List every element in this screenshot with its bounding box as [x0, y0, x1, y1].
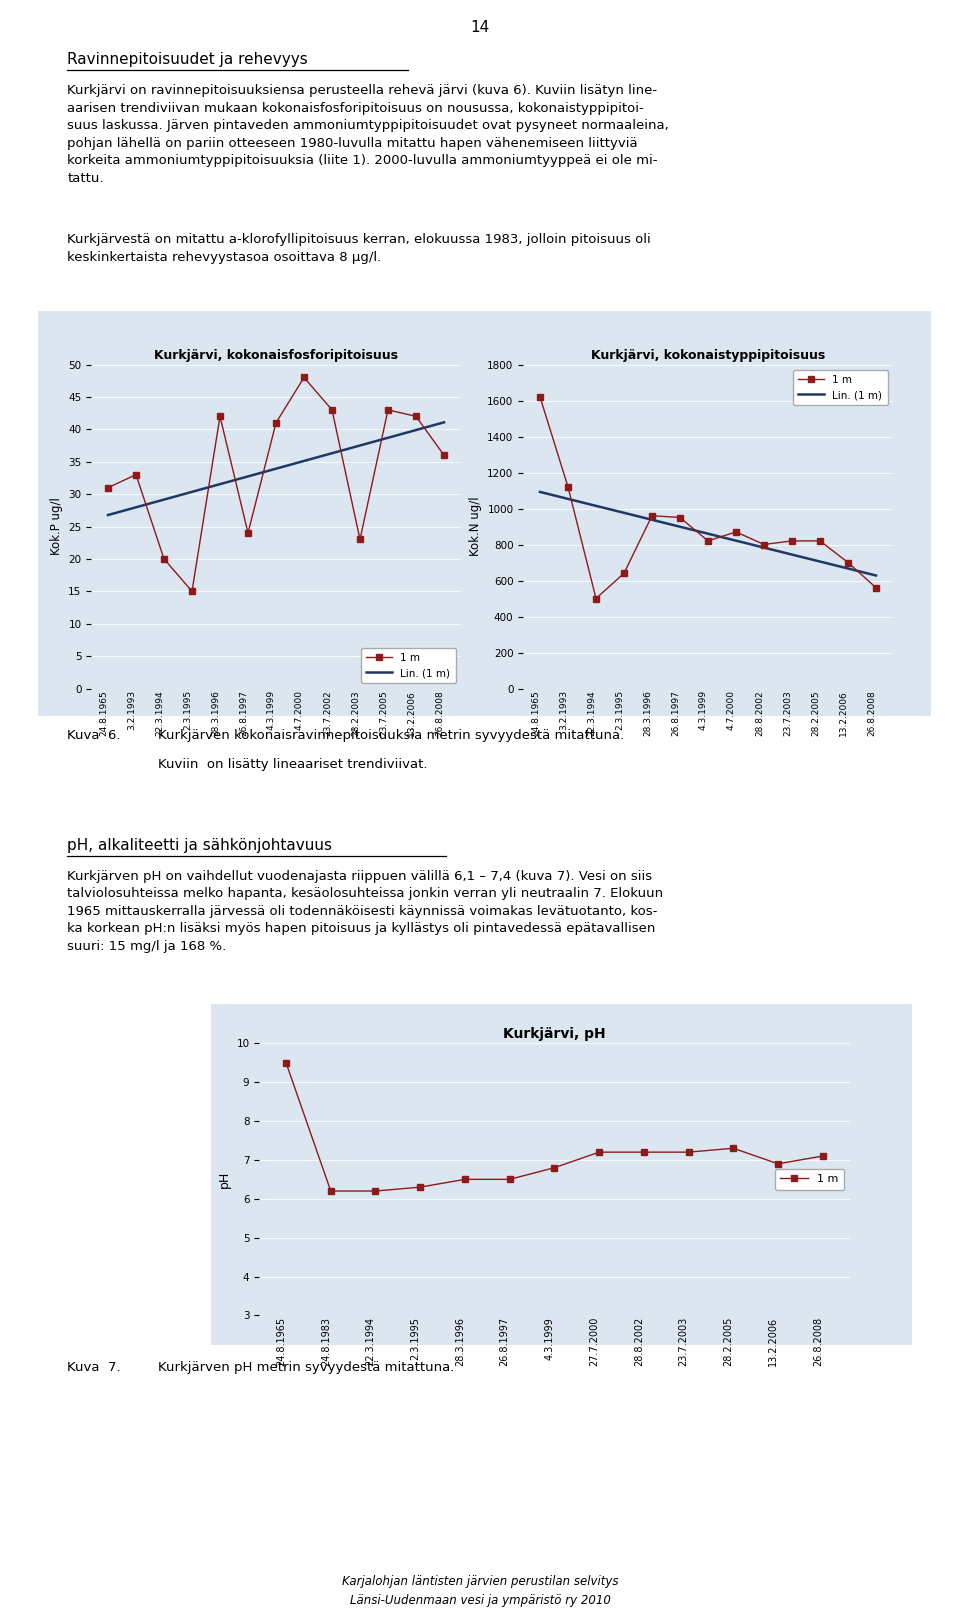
1 m [618, 564, 630, 583]
1 m [504, 1170, 516, 1189]
Y-axis label: Kok.P ug/l: Kok.P ug/l [50, 497, 62, 556]
1 m [186, 582, 198, 601]
Lin. (1 m) [842, 559, 853, 578]
1 m [438, 446, 449, 465]
Text: Kuva  6.: Kuva 6. [67, 729, 121, 742]
1 m [325, 1181, 337, 1200]
Title: Kurkjärvi, kokonaistyppipitoisuus: Kurkjärvi, kokonaistyppipitoisuus [590, 348, 826, 361]
1 m [870, 578, 881, 598]
1 m [646, 505, 658, 525]
Lin. (1 m) [814, 552, 826, 572]
Lin. (1 m) [271, 458, 282, 478]
Text: Kurkjärvi on ravinnepitoisuuksiensa perusteella rehevä järvi (kuva 6). Kuviin li: Kurkjärvi on ravinnepitoisuuksiensa peru… [67, 84, 669, 185]
1 m [758, 535, 770, 554]
1 m [354, 530, 366, 549]
Lin. (1 m) [214, 475, 226, 494]
Lin. (1 m) [382, 428, 394, 447]
1 m [590, 588, 602, 608]
Lin. (1 m) [131, 497, 142, 517]
Lin. (1 m) [758, 538, 770, 557]
1 m [731, 522, 742, 541]
1 m [299, 368, 310, 387]
1 m [102, 478, 114, 497]
1 m [593, 1142, 605, 1162]
1 m [370, 1181, 381, 1200]
1 m [242, 523, 253, 543]
1 m [703, 531, 714, 551]
Y-axis label: Kok.N ug/l: Kok.N ug/l [468, 497, 482, 556]
1 m [674, 507, 685, 526]
1 m [459, 1170, 470, 1189]
Lin. (1 m) [158, 489, 170, 509]
1 m [280, 1053, 292, 1072]
Line: 1 m: 1 m [106, 374, 446, 595]
Text: Länsi-Uudenmaan vesi ja ympäristö ry 2010: Länsi-Uudenmaan vesi ja ympäristö ry 201… [349, 1594, 611, 1607]
Text: Kurkjärven pH on vaihdellut vuodenajasta riippuen välillä 6,1 – 7,4 (kuva 7). Ve: Kurkjärven pH on vaihdellut vuodenajasta… [67, 870, 663, 953]
Text: Ravinnepitoisuudet ja rehevyys: Ravinnepitoisuudet ja rehevyys [67, 52, 308, 66]
1 m [326, 400, 338, 420]
Lin. (1 m) [563, 489, 574, 509]
Lin. (1 m) [410, 420, 421, 439]
Lin. (1 m) [590, 496, 602, 515]
1 m [728, 1139, 739, 1158]
Lin. (1 m) [646, 510, 658, 530]
Line: 1 m: 1 m [283, 1059, 826, 1194]
1 m [214, 407, 226, 426]
1 m [842, 552, 853, 572]
Text: Kurkjärven pH metrin syvyydestä mitattuna.: Kurkjärven pH metrin syvyydestä mitattun… [158, 1361, 455, 1374]
Lin. (1 m) [438, 413, 449, 433]
Legend: 1 m: 1 m [775, 1168, 844, 1191]
Text: Kurkjärven kokonaisravinnepitoisuuksia metrin syvyydestä mitattuna.: Kurkjärven kokonaisravinnepitoisuuksia m… [158, 729, 625, 742]
Legend: 1 m, Lin. (1 m): 1 m, Lin. (1 m) [793, 369, 888, 405]
1 m [786, 531, 798, 551]
Text: Kuviin  on lisätty lineaariset trendiviivat.: Kuviin on lisätty lineaariset trendiviiv… [158, 758, 428, 771]
Lin. (1 m) [618, 504, 630, 523]
Title: Kurkjärvi, pH: Kurkjärvi, pH [503, 1027, 606, 1040]
Line: Lin. (1 m): Lin. (1 m) [108, 423, 444, 515]
1 m [534, 387, 545, 407]
Title: Kurkjärvi, kokonaisfosforipitoisuus: Kurkjärvi, kokonaisfosforipitoisuus [154, 348, 398, 361]
Lin. (1 m) [703, 523, 714, 543]
1 m [683, 1142, 694, 1162]
1 m [814, 531, 826, 551]
1 m [549, 1158, 561, 1178]
Text: 14: 14 [470, 21, 490, 36]
Lin. (1 m) [242, 467, 253, 486]
Text: pH, alkaliteetti ja sähkönjohtavuus: pH, alkaliteetti ja sähkönjohtavuus [67, 838, 332, 852]
Text: Kurkjärvestä on mitattu a-klorofyllipitoisuus kerran, elokuussa 1983, jolloin pi: Kurkjärvestä on mitattu a-klorofyllipito… [67, 233, 651, 264]
Lin. (1 m) [731, 531, 742, 551]
1 m [817, 1147, 828, 1166]
Lin. (1 m) [354, 436, 366, 455]
Text: Karjalohjan läntisten järvien perustilan selvitys: Karjalohjan läntisten järvien perustilan… [342, 1575, 618, 1588]
Lin. (1 m) [674, 517, 685, 536]
Lin. (1 m) [326, 444, 338, 463]
1 m [415, 1178, 426, 1197]
Lin. (1 m) [299, 452, 310, 471]
Lin. (1 m) [786, 544, 798, 564]
Lin. (1 m) [534, 483, 545, 502]
1 m [410, 407, 421, 426]
Line: 1 m: 1 m [538, 394, 878, 601]
1 m [158, 549, 170, 569]
1 m [382, 400, 394, 420]
1 m [638, 1142, 650, 1162]
1 m [772, 1153, 783, 1173]
Text: Kuva  7.: Kuva 7. [67, 1361, 121, 1374]
1 m [271, 413, 282, 433]
1 m [563, 478, 574, 497]
Lin. (1 m) [186, 483, 198, 502]
Legend: 1 m, Lin. (1 m): 1 m, Lin. (1 m) [361, 648, 456, 684]
1 m [131, 465, 142, 484]
Line: Lin. (1 m): Lin. (1 m) [540, 492, 876, 575]
Lin. (1 m) [102, 505, 114, 525]
Y-axis label: pH: pH [218, 1171, 230, 1187]
Lin. (1 m) [870, 565, 881, 585]
